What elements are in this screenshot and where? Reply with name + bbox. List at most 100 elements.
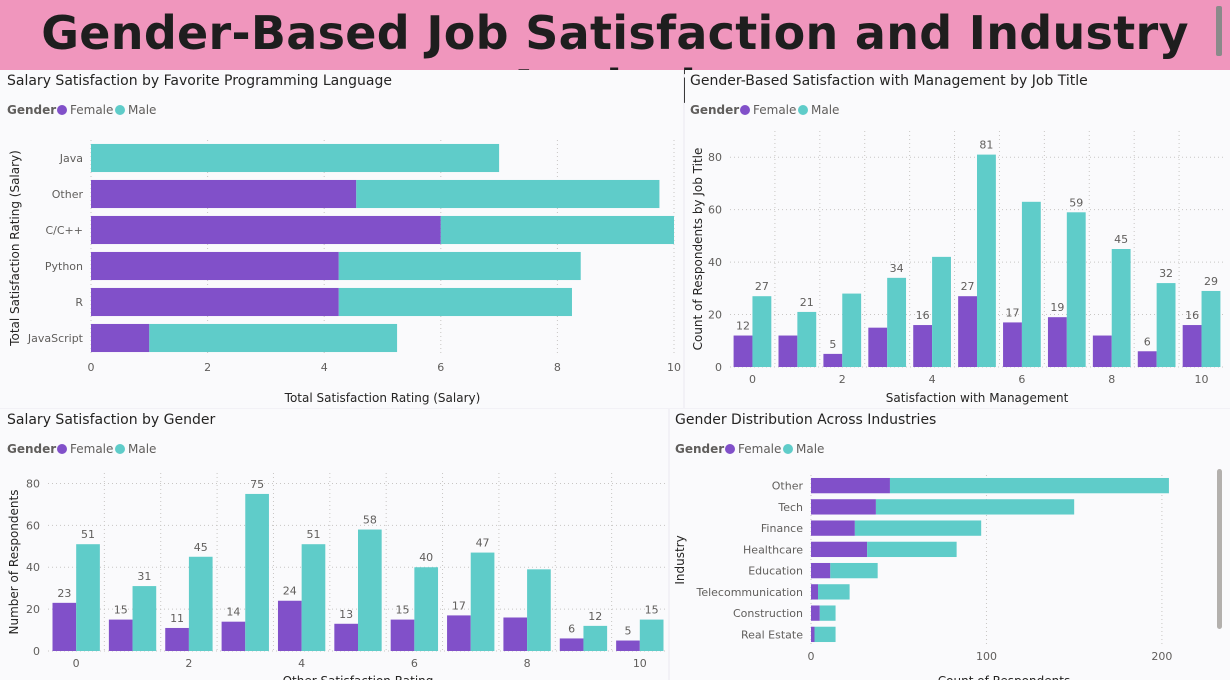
x-tick-label: 4 [929, 373, 936, 386]
y-category-label: Telecommunication [695, 586, 803, 599]
panel-industry-chart[interactable]: Gender Distribution Across Industries Gen… [670, 409, 1230, 680]
bar-female-3 [221, 621, 246, 651]
bar-female-python [91, 251, 339, 281]
data-label: 27 [961, 280, 975, 293]
management-chart-svg: Gender-Based Satisfaction with Managemen… [690, 73, 1224, 405]
bar-female-0 [733, 335, 753, 367]
data-label: 16 [1185, 309, 1199, 322]
y-tick-label: 60 [26, 519, 40, 532]
legend-label-male: Male [128, 442, 156, 456]
y-axis-title: Total Satisfaction Rating (Salary) [8, 150, 22, 347]
bar-male-10 [639, 619, 664, 651]
data-label: 17 [1005, 306, 1019, 319]
industry-chart-svg: Gender Distribution Across Industries Gen… [673, 412, 1172, 680]
bar-female-9 [559, 638, 584, 651]
y-tick-label: 20 [26, 603, 40, 616]
bar-male-tech [875, 499, 1075, 515]
title-scrollbar[interactable] [1216, 6, 1222, 56]
data-label: 32 [1159, 267, 1173, 280]
y-category-label: Construction [733, 607, 803, 620]
panel-language-chart[interactable]: Salary Satisfaction by Favorite Programm… [0, 70, 683, 408]
panel-salary-gender-chart[interactable]: Salary Satisfaction by Gender Gender Femal… [0, 409, 668, 680]
chart-title: Salary Satisfaction by Favorite Programm… [7, 73, 392, 89]
y-category-label: JavaScript [27, 332, 84, 345]
bar-male-real-estate [814, 626, 836, 643]
bar-male-r [338, 287, 572, 317]
panel-management-chart[interactable]: Gender-Based Satisfaction with Managemen… [685, 70, 1230, 408]
bar-female-2 [823, 353, 843, 367]
bar-female-7 [447, 615, 471, 651]
y-category-label: Finance [761, 522, 803, 535]
legend-marker-male [783, 444, 793, 454]
bar-male-6 [414, 567, 439, 651]
bar-male-5 [977, 154, 996, 367]
bar-female-tech [811, 499, 876, 515]
y-tick-label: 0 [715, 361, 722, 374]
legend-title: Gender [7, 442, 56, 456]
x-tick-label: 4 [298, 657, 305, 670]
language-chart-svg: Salary Satisfaction by Favorite Programm… [7, 73, 681, 405]
x-tick-label: 6 [437, 361, 444, 374]
x-tick-label: 6 [411, 657, 418, 670]
legend-title: Gender [675, 442, 724, 456]
bar-female-other [811, 477, 890, 494]
data-label: 17 [452, 599, 466, 612]
data-label: 14 [226, 606, 240, 619]
y-tick-label: 40 [26, 561, 40, 574]
y-tick-label: 60 [708, 204, 722, 217]
bar-female-9 [1137, 351, 1157, 367]
x-tick-label: 10 [667, 361, 681, 374]
x-axis-title: Count of Respondents [938, 674, 1070, 680]
bar-female-7 [1047, 317, 1067, 367]
x-tick-label: 2 [839, 373, 846, 386]
bar-female-10 [616, 640, 640, 651]
bar-male-8 [1111, 249, 1131, 367]
data-label: 45 [1114, 233, 1128, 246]
data-label: 31 [137, 570, 151, 583]
data-label: 29 [1204, 275, 1218, 288]
data-label: 15 [396, 604, 410, 617]
bar-female-2 [165, 627, 189, 651]
bar-female-5 [958, 296, 977, 367]
x-tick-label: 0 [88, 361, 95, 374]
x-tick-label: 4 [321, 361, 328, 374]
bar-male-10 [1201, 290, 1221, 367]
legend-label-male: Male [796, 442, 824, 456]
x-tick-label: 200 [1151, 650, 1172, 663]
legend-marker-female [57, 105, 67, 115]
data-label: 59 [1069, 196, 1083, 209]
industry-scrollbar[interactable] [1217, 469, 1222, 629]
y-category-label: Tech [777, 501, 803, 514]
x-axis-title: Satisfaction with Management [886, 391, 1069, 405]
data-label: 16 [916, 309, 930, 322]
bar-male-7 [470, 552, 495, 651]
data-label: 51 [81, 528, 95, 541]
x-tick-label: 100 [976, 650, 997, 663]
legend-title: Gender [690, 103, 739, 117]
bar-female-3 [868, 327, 888, 367]
legend-marker-male [798, 105, 808, 115]
chart-title: Gender-Based Satisfaction with Managemen… [690, 73, 1088, 89]
bar-male-java [91, 143, 500, 173]
y-tick-label: 0 [33, 645, 40, 658]
bar-male-2 [842, 293, 862, 367]
data-label: 6 [568, 622, 575, 635]
bar-female-6 [390, 619, 415, 651]
y-category-label: Other [772, 480, 804, 493]
y-tick-label: 40 [708, 256, 722, 269]
y-category-label: Healthcare [743, 543, 803, 556]
data-label: 81 [979, 139, 993, 152]
data-label: 51 [306, 528, 320, 541]
data-label: 13 [339, 608, 353, 621]
bar-female-4 [913, 325, 933, 367]
bar-female-r [91, 287, 339, 317]
bar-male-2 [188, 556, 213, 651]
bar-female-c-c- [91, 215, 441, 245]
data-label: 12 [588, 610, 602, 623]
legend-label-male: Male [811, 103, 839, 117]
y-tick-label: 80 [708, 151, 722, 164]
x-tick-label: 10 [1195, 373, 1209, 386]
y-category-label: Real Estate [741, 628, 803, 641]
legend-marker-female [740, 105, 750, 115]
bar-female-10 [1182, 325, 1202, 367]
